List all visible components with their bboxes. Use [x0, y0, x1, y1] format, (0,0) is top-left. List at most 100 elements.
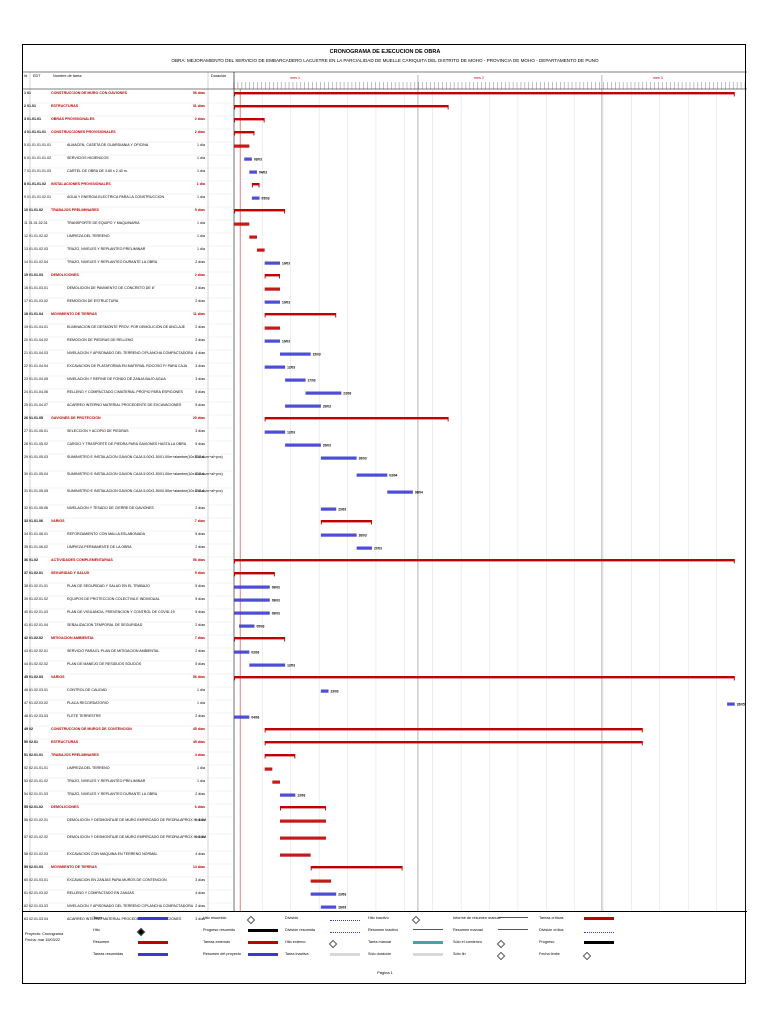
- task-id: 10 01.01.02: [24, 208, 43, 212]
- month-label: mes 1: [290, 76, 300, 80]
- task-finish-label: 17/03: [308, 379, 316, 383]
- task-id: 40 01.02.01.03: [24, 610, 48, 614]
- task-id: 16 01.01.03.01: [24, 286, 48, 290]
- legend-label: División: [285, 916, 299, 920]
- task-id: 52 02.01.01.01: [24, 766, 48, 770]
- task-name: RELLENO Y COMPACTADO EN ZANJAS: [67, 891, 135, 895]
- legend-label: Sólo el comienzo: [453, 940, 482, 944]
- summary-bar-cap: [264, 276, 266, 279]
- task-duration: 1 día: [197, 221, 205, 225]
- summary-bar: [251, 183, 260, 186]
- task-duration: 45 días: [192, 727, 205, 731]
- col-header-id: Id: [24, 74, 28, 78]
- legend-label: Resumen manual: [453, 928, 483, 932]
- task-name: PLAN DE VIGILANCIA, PREVENCION Y CONTROL…: [67, 610, 175, 614]
- task-name: AGUA Y ENERGIA ELECTRICA PARA LA CONSTRU…: [67, 195, 165, 199]
- task-bar: [279, 853, 311, 857]
- task-bar: [279, 793, 296, 797]
- task-id: 62 02.01.03.03: [24, 904, 48, 908]
- task-id: 35 01.01.06.02: [24, 545, 48, 549]
- task-duration: 1 día: [197, 247, 205, 251]
- page-number: Página 1: [377, 970, 393, 975]
- project-date: Fecha: mar 15/03/22: [25, 938, 61, 942]
- legend-swatch: [496, 939, 506, 949]
- summary-bar-cap: [641, 730, 643, 733]
- task-bar: [234, 598, 270, 602]
- legend-label: Tarea inactiva: [285, 952, 309, 956]
- task-finish-label: 05/03: [262, 197, 270, 201]
- task-finish-label: 03/03: [254, 158, 262, 162]
- task-duration: 2 días: [194, 117, 205, 121]
- month-label: mes 2: [474, 76, 484, 80]
- task-name: CONTROL DE CALIDAD: [67, 688, 108, 692]
- task-finish-label: 04/03: [251, 716, 259, 720]
- task-duration: 1 día: [197, 688, 205, 692]
- task-id: 4 01.01.01.01: [24, 130, 46, 134]
- task-duration: 2 días: [195, 325, 205, 329]
- summary-bar: [279, 806, 326, 809]
- task-duration: 5 días: [194, 571, 205, 575]
- summary-bar: [234, 105, 449, 108]
- summary-bar: [234, 209, 286, 212]
- task-name: CONSTRUCCIONES PROVISIONALES: [51, 130, 116, 134]
- summary-bar: [234, 572, 275, 575]
- task-id: 23 01.01.04.05: [24, 377, 48, 381]
- task-name: SUMINISTRO E INSTALACION GAVION CAJA 5.0…: [67, 455, 223, 459]
- task-duration: 1 día: [197, 156, 205, 160]
- task-id: 42 01.02.02: [24, 636, 43, 640]
- task-bar: [310, 892, 337, 896]
- task-id: 12 01.01.02.02: [24, 234, 48, 238]
- legend-label: Resumen del proyecto: [203, 952, 241, 956]
- task-bar: [234, 144, 250, 148]
- summary-bar: [264, 754, 296, 757]
- task-duration: 4 días: [195, 852, 205, 856]
- summary-bar-cap: [733, 94, 735, 97]
- task-name: RELLENO Y COMPACTADO C/MATERIAL PROPIO P…: [67, 390, 183, 394]
- task-duration: 5 días: [195, 662, 205, 666]
- task-finish-label: 10/03: [282, 340, 290, 344]
- project-name: Proyecto: Cronograma: [25, 932, 64, 936]
- summary-bar: [264, 728, 643, 731]
- task-finish-label: 26/03: [359, 457, 367, 461]
- task-bar: [234, 585, 270, 589]
- task-duration: 1 día: [197, 701, 205, 705]
- task-duration: 3 días: [195, 377, 205, 381]
- task-bar: [279, 352, 311, 356]
- task-duration: 7 días: [194, 519, 205, 523]
- legend-swatch: [498, 929, 528, 933]
- task-id: 53 02.01.01.02: [24, 779, 48, 783]
- col-header-name: Nombre de tarea: [53, 74, 82, 78]
- task-id: 21 01.01.04.03: [24, 351, 48, 355]
- task-name: CARTEL DE OBRA DE 3.60 x 2.40 m.: [67, 169, 128, 173]
- legend-swatch: [413, 941, 443, 944]
- task-bar: [320, 507, 337, 511]
- legend-swatch: [413, 929, 443, 933]
- task-duration: 11 días: [193, 312, 205, 316]
- legend-label: Resumen: [93, 940, 110, 944]
- task-name: OBRAS PROVISIONALES: [51, 117, 95, 121]
- task-bar: [239, 624, 255, 628]
- task-finish-label: 23/03: [343, 392, 351, 396]
- task-name: TRANSPORTE DE EQUIPO Y MAQUINARIA: [67, 221, 140, 225]
- task-duration: 3 días: [195, 878, 205, 882]
- task-name: PLAN DE SEGURIDAD Y SALUD EN EL TRABAJO: [67, 584, 150, 588]
- task-id: 9 01.01.01.02.01: [24, 195, 51, 199]
- summary-bar-cap: [234, 561, 235, 564]
- task-bar: [272, 780, 280, 784]
- task-duration: 2 días: [195, 623, 205, 627]
- task-name: ELIMINACION DE DESMONTE PROV. POR DEMOLI…: [67, 325, 186, 329]
- task-bar: [234, 611, 270, 615]
- summary-bar: [264, 417, 449, 420]
- legend-label: Hito resumido: [203, 916, 227, 920]
- task-name: VARIOS: [51, 675, 65, 679]
- summary-bar: [234, 559, 735, 562]
- task-bar: [264, 365, 286, 369]
- summary-bar-cap: [234, 94, 235, 97]
- task-bar: [234, 715, 250, 719]
- task-finish-label: 05/03: [256, 625, 264, 629]
- task-name: ACARREO INTERNO MATERIAL PROCEDENTE DE E…: [67, 403, 182, 407]
- summary-bar-cap: [335, 315, 337, 318]
- summary-bar-cap: [370, 522, 372, 525]
- task-bar: [244, 157, 252, 161]
- task-name: MOVIMIENTO DE TIERRAS: [51, 312, 97, 316]
